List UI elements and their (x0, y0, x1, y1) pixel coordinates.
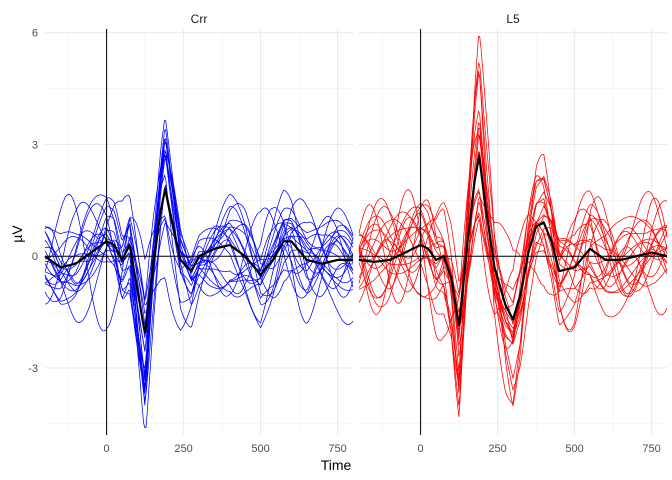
trace-line (44, 155, 354, 339)
y-tick-label: 3 (32, 139, 38, 151)
y-axis: -3 0 3 6 (28, 28, 38, 375)
x-tick-label: 750 (328, 443, 346, 455)
trace-line (358, 73, 668, 379)
x-axes: 0 250 500 750 0 250 500 750 (104, 443, 661, 455)
panel-strip-label: Crr (191, 12, 208, 26)
x-tick-label: 0 (418, 443, 424, 455)
trace-line (358, 127, 668, 406)
trace-line (358, 122, 668, 336)
panel-crr: Crr (44, 12, 354, 435)
trace-line (358, 190, 668, 331)
trace-line (45, 207, 354, 331)
trace-line (44, 138, 354, 391)
trace-line (44, 193, 354, 332)
trace-line (44, 157, 354, 389)
x-tick-label: 250 (488, 443, 506, 455)
trace-line (358, 188, 668, 310)
trace-line (44, 141, 354, 387)
panel-strip-label: L5 (506, 12, 520, 26)
x-tick-label: 250 (174, 443, 192, 455)
x-axis-title: Time (321, 457, 352, 473)
panel-l5: L5 (358, 12, 668, 435)
y-tick-label: 0 (32, 251, 38, 263)
x-tick-label: 500 (565, 443, 583, 455)
trace-line (358, 157, 668, 333)
trace-line (358, 151, 668, 387)
mean-line (44, 188, 354, 334)
y-axis-title: µV (9, 225, 25, 243)
trace-line (44, 150, 354, 369)
y-tick-label: -3 (28, 363, 38, 375)
trace-line (44, 119, 354, 374)
x-tick-label: 0 (104, 443, 110, 455)
x-tick-label: 750 (642, 443, 660, 455)
trace-line (44, 153, 354, 300)
mean-line (358, 154, 668, 327)
x-tick-label: 500 (251, 443, 269, 455)
y-tick-label: 6 (32, 28, 38, 40)
trace-line (358, 151, 668, 383)
trace-line (358, 191, 668, 330)
trace-line (358, 133, 668, 349)
